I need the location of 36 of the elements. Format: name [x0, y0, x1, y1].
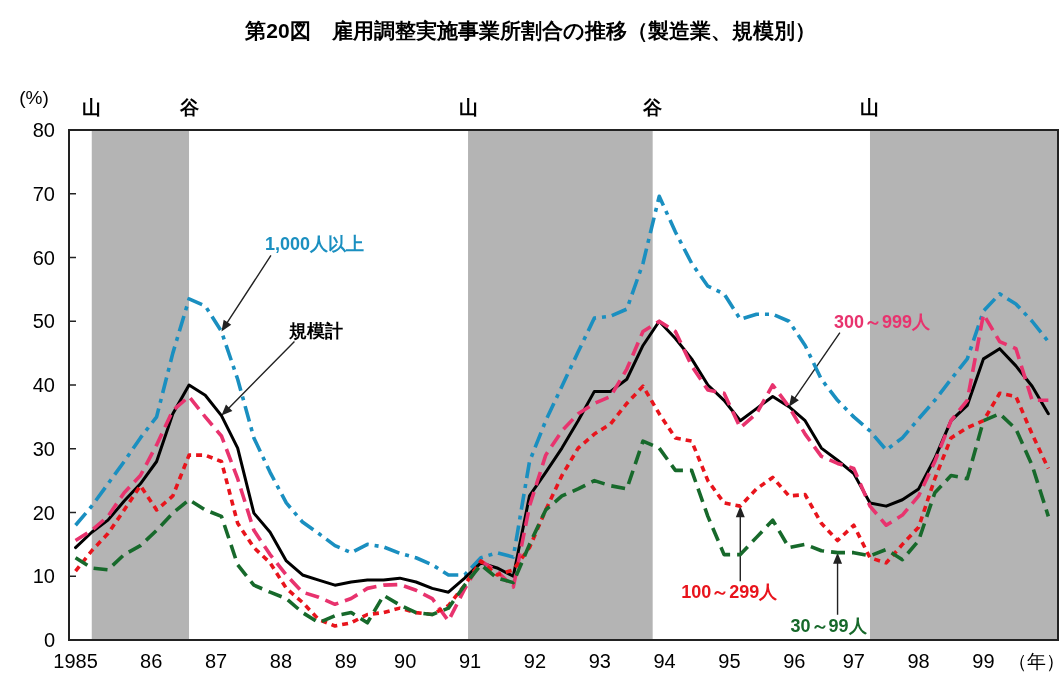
x-tick-label: 97: [842, 650, 865, 672]
text: 30～99人: [790, 615, 868, 636]
y-tick-label: 50: [32, 310, 55, 333]
x-tick-label: 86: [140, 650, 163, 672]
x-tick-label: 1985: [53, 650, 98, 672]
x-tick-label: 87: [204, 650, 228, 672]
y-tick-label: 70: [32, 182, 55, 205]
x-tick-label: 93: [588, 650, 611, 672]
x-tick-label: 89: [334, 650, 357, 672]
x-tick-label: 92: [523, 650, 547, 672]
y-axis-title: (%): [19, 87, 49, 108]
y-tick-label: 0: [43, 629, 55, 651]
y-tick-label: 40: [32, 374, 55, 396]
y-tick-label: 80: [32, 119, 55, 141]
x-tick-label: 88: [269, 650, 293, 672]
x-axis-title: （年）: [1007, 651, 1061, 672]
chart-title: 第20図 雇用調整実施事業所割合の推移（製造業、規模別）: [244, 19, 816, 42]
x-tick-label: 99: [972, 650, 995, 672]
x-tick-label: 91: [458, 650, 482, 672]
x-tick-label: 98: [907, 650, 930, 672]
y-tick-label: 10: [32, 565, 55, 588]
x-tick-label: 94: [653, 650, 676, 672]
y-tick-label: 60: [32, 246, 55, 269]
text: 100～299人: [681, 582, 779, 603]
text: 規模計: [288, 320, 344, 341]
x-tick-label: 96: [783, 650, 806, 672]
annotation: 山: [82, 97, 102, 118]
annotation: 谷: [642, 97, 664, 118]
text: 1,000人以上: [264, 234, 364, 255]
x-tick-label: 90: [394, 650, 417, 672]
annotation: 山: [860, 97, 880, 118]
x-tick-label: 95: [718, 650, 741, 672]
y-tick-label: 30: [32, 437, 55, 460]
annotation: 山: [458, 97, 478, 118]
y-tick-label: 20: [32, 501, 55, 524]
annotation: 谷: [178, 97, 200, 118]
